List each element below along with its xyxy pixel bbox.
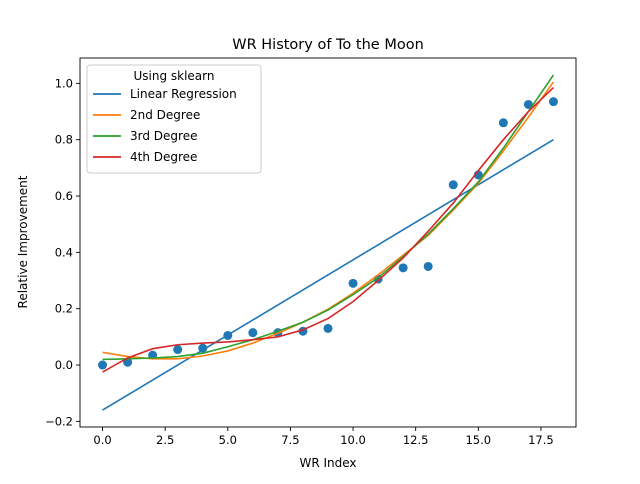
x-tick-label: 17.5 [528,433,554,447]
plot-area [98,74,558,411]
scatter-point [398,263,408,273]
scatter-point [448,180,458,190]
legend-label: Linear Regression [130,87,237,101]
x-tick-label: 0.0 [93,433,111,447]
series-line-3 [102,74,555,361]
series-line-4 [102,87,555,373]
legend-label: 3rd Degree [130,129,197,143]
legend-label: 4th Degree [130,150,197,164]
x-tick-label: 5.0 [219,433,237,447]
scatter-point [348,278,358,288]
x-tick-label: 10.0 [340,433,366,447]
x-tick-label: 15.0 [465,433,491,447]
axes-frame [79,57,577,428]
x-tick-label: 12.5 [403,433,429,447]
series-line-1 [102,139,554,411]
y-tick-label: 0.6 [55,189,73,203]
scatter-point [248,328,258,338]
y-tick-label: 0.0 [55,358,73,372]
x-tick-label: 7.5 [281,433,299,447]
scatter-point [198,343,208,353]
legend-label: 2nd Degree [130,108,200,122]
y-tick-label: 1.0 [55,76,73,90]
y-tick-label: 0.8 [55,133,73,147]
legend-title: Using sklearn [133,69,214,83]
chart-title: WR History of To the Moon [232,37,424,53]
scatter-point [423,261,433,271]
scatter-point [98,360,108,370]
axes: 0.0 2.5 5.0 7.5 10.0 12.5 15.0 17.5 −0.2 0.0 0.2 0.… [45,57,577,447]
y-tick-label: 0.4 [55,245,73,259]
legend: Using sklearn Linear Regression 2nd Degree… [86,64,262,174]
y-tick-label: −0.2 [45,414,73,428]
scatter-point [523,99,533,109]
scatter-point [323,323,333,333]
x-tick-label: 2.5 [156,433,174,447]
y-axis-label: Relative Improvement [16,175,30,308]
scatter-point [173,345,183,355]
scatter-point [548,97,558,107]
legend-box [86,64,262,174]
y-tick-label: 0.2 [55,302,73,316]
scatter-point [498,118,508,128]
x-axis-label: WR Index [299,456,356,470]
